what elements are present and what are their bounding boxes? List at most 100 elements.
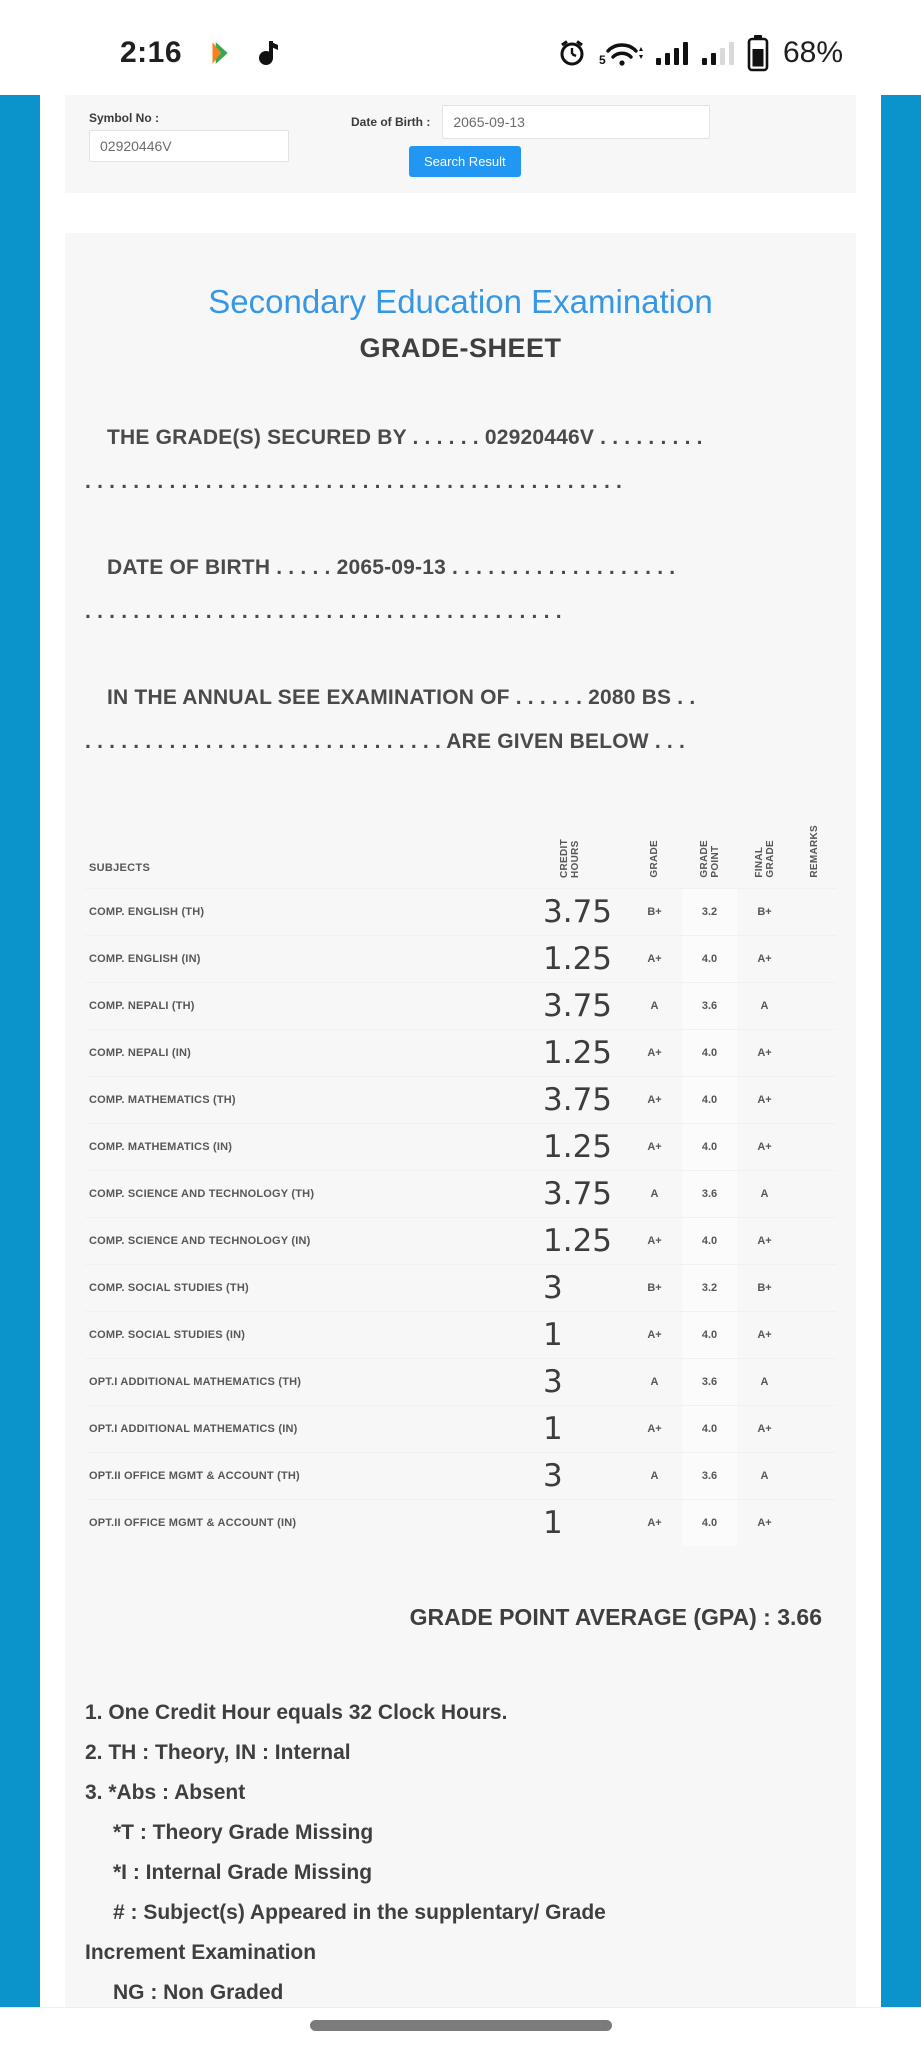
table-row: OPT.II OFFICE MGMT & ACCOUNT (IN) 1 A+ 4.0 A… xyxy=(85,1499,836,1546)
grade-point-value: 3.6 xyxy=(682,1171,737,1217)
grade-sheet-card: Secondary Education Examination GRADE-SH… xyxy=(65,233,856,2007)
paragraph-line: . . . . . . . . . . . . . . . . . . . . … xyxy=(85,470,623,493)
paragraph-line: THE GRADE(S) SECURED BY . . . . . . 0292… xyxy=(107,426,703,449)
paragraph-line: IN THE ANNUAL SEE EXAMINATION OF . . . .… xyxy=(107,686,696,709)
status-bar: 2:16 xyxy=(0,0,921,95)
gpa-line: GRADE POINT AVERAGE (GPA) : 3.66 xyxy=(409,1604,822,1630)
grade-value: A xyxy=(650,1000,659,1012)
subject-name: COMP. ENGLISH (TH) xyxy=(89,906,205,918)
dob-label: Date of Birth : xyxy=(351,115,431,129)
table-row: OPT.I ADDITIONAL MATHEMATICS (TH) 3 A 3.6 A xyxy=(85,1358,836,1405)
final-grade-value: A+ xyxy=(757,1094,772,1106)
paragraph-line: DATE OF BIRTH . . . . . 2065-09-13 . . .… xyxy=(107,556,676,579)
alarm-clock-icon xyxy=(557,38,587,68)
table-row: OPT.II OFFICE MGMT & ACCOUNT (TH) 3 A 3.6 A xyxy=(85,1452,836,1499)
credit-hours-value: 3.75 xyxy=(543,988,613,1024)
notification-arrow-icon xyxy=(206,40,232,66)
grade-point-value: 3.6 xyxy=(682,983,737,1029)
grade-point-value: 4.0 xyxy=(682,1124,737,1170)
subjects-rows: COMP. ENGLISH (TH) 3.75 B+ 3.2 B+ COMP. ENGLI… xyxy=(85,888,836,1546)
header-grade: GRADE xyxy=(649,840,660,878)
table-row: COMP. SCIENCE AND TECHNOLOGY (TH) 3.75 A 3.… xyxy=(85,1170,836,1217)
grade-point-value: 4.0 xyxy=(682,936,737,982)
credit-hours-value: 3.75 xyxy=(543,1082,613,1118)
grade-value: A xyxy=(650,1470,659,1482)
subject-name: OPT.II OFFICE MGMT & ACCOUNT (IN) xyxy=(89,1517,297,1529)
table-row: COMP. SOCIAL STUDIES (TH) 3 B+ 3.2 B+ xyxy=(85,1264,836,1311)
symbol-no-input[interactable] xyxy=(89,130,289,162)
credit-hours-value: 3 xyxy=(543,1270,563,1306)
paragraph-line: . . . . . . . . . . . . . . . . . . . . … xyxy=(85,730,686,753)
subject-name: OPT.I ADDITIONAL MATHEMATICS (TH) xyxy=(89,1376,302,1388)
subject-name: OPT.I ADDITIONAL MATHEMATICS (IN) xyxy=(89,1423,298,1435)
subject-name: COMP. SCIENCE AND TECHNOLOGY (IN) xyxy=(89,1235,311,1247)
legend-note-line: NG : Non Graded xyxy=(113,1981,284,2004)
grade-value: A+ xyxy=(647,1094,662,1106)
credit-hours-value: 3 xyxy=(543,1364,563,1400)
credit-hours-value: 1.25 xyxy=(543,1035,613,1071)
grade-value: A+ xyxy=(647,1329,662,1341)
grade-value: A+ xyxy=(647,1517,662,1529)
table-row: COMP. NEPALI (TH) 3.75 A 3.6 A xyxy=(85,982,836,1029)
subject-name: COMP. MATHEMATICS (IN) xyxy=(89,1141,233,1153)
dotted-paragraph: DATE OF BIRTH . . . . . 2065-09-13 . . .… xyxy=(85,546,836,634)
table-row: COMP. MATHEMATICS (IN) 1.25 A+ 4.0 A+ xyxy=(85,1123,836,1170)
gesture-nav-bar xyxy=(0,2007,921,2048)
credit-hours-value: 3 xyxy=(543,1458,563,1494)
signal-strength-icon-sim2 xyxy=(701,38,735,68)
final-grade-value: A+ xyxy=(757,953,772,965)
final-grade-value: A+ xyxy=(757,1329,772,1341)
music-note-icon xyxy=(256,39,280,67)
browser-webview: Symbol No : Date of Birth : Search Resul… xyxy=(40,95,881,2007)
grade-value: A+ xyxy=(647,953,662,965)
final-grade-value: A xyxy=(760,1470,769,1482)
sheet-paragraphs: THE GRADE(S) SECURED BY . . . . . . 0292… xyxy=(85,416,836,764)
final-grade-value: B+ xyxy=(757,1282,772,1294)
final-grade-value: B+ xyxy=(757,906,772,918)
legend-note-line: Increment Examination xyxy=(85,1941,317,1964)
grade-point-value: 3.2 xyxy=(682,1265,737,1311)
header-final-grade: FINAL GRADE xyxy=(753,840,776,878)
grade-point-value: 4.0 xyxy=(682,1218,737,1264)
table-header-row: SUBJECTS CREDIT HOURS GRADE GRADE POINT … xyxy=(85,806,836,888)
credit-hours-value: 3.75 xyxy=(543,894,613,930)
paragraph-line: . . . . . . . . . . . . . . . . . . . . … xyxy=(85,600,562,623)
final-grade-value: A+ xyxy=(757,1141,772,1153)
home-indicator[interactable] xyxy=(309,2020,612,2031)
dotted-paragraph: THE GRADE(S) SECURED BY . . . . . . 0292… xyxy=(85,416,836,504)
credit-hours-value: 1 xyxy=(543,1317,563,1353)
search-result-button[interactable]: Search Result xyxy=(409,146,521,177)
table-row: COMP. SOCIAL STUDIES (IN) 1 A+ 4.0 A+ xyxy=(85,1311,836,1358)
search-form: Symbol No : Date of Birth : Search Resul… xyxy=(65,95,856,193)
grade-point-value: 3.6 xyxy=(682,1359,737,1405)
sheet-subtitle: GRADE-SHEET xyxy=(359,333,562,363)
final-grade-value: A+ xyxy=(757,1047,772,1059)
dotted-paragraph: IN THE ANNUAL SEE EXAMINATION OF . . . .… xyxy=(85,676,836,764)
header-subjects: SUBJECTS xyxy=(89,862,151,874)
table-row: COMP. SCIENCE AND TECHNOLOGY (IN) 1.25 A+ 4… xyxy=(85,1217,836,1264)
grade-point-value: 4.0 xyxy=(682,1030,737,1076)
grade-point-value: 4.0 xyxy=(682,1500,737,1546)
subject-name: COMP. MATHEMATICS (TH) xyxy=(89,1094,236,1106)
final-grade-value: A+ xyxy=(757,1235,772,1247)
subject-name: COMP. ENGLISH (IN) xyxy=(89,953,201,965)
legend-note-line: 3. *Abs : Absent xyxy=(85,1781,246,1804)
subject-name: COMP. NEPALI (IN) xyxy=(89,1047,191,1059)
battery-icon xyxy=(747,34,769,72)
header-grade-point: GRADE POINT xyxy=(698,840,721,878)
grade-value: A xyxy=(650,1188,659,1200)
grade-point-value: 4.0 xyxy=(682,1077,737,1123)
credit-hours-value: 1 xyxy=(543,1411,563,1447)
dob-input[interactable] xyxy=(442,105,711,139)
battery-percent: 68% xyxy=(782,35,843,69)
symbol-no-label: Symbol No : xyxy=(89,111,160,125)
legend-note-line: *I : Internal Grade Missing xyxy=(113,1861,373,1884)
table-row: OPT.I ADDITIONAL MATHEMATICS (IN) 1 A+ 4.0 A… xyxy=(85,1405,836,1452)
grade-value: A+ xyxy=(647,1235,662,1247)
subject-name: COMP. SOCIAL STUDIES (TH) xyxy=(89,1282,249,1294)
subjects-table: SUBJECTS CREDIT HOURS GRADE GRADE POINT … xyxy=(85,806,836,1546)
subject-name: COMP. SOCIAL STUDIES (IN) xyxy=(89,1329,246,1341)
clock-time: 2:16 xyxy=(120,35,183,69)
grade-point-value: 3.6 xyxy=(682,1453,737,1499)
